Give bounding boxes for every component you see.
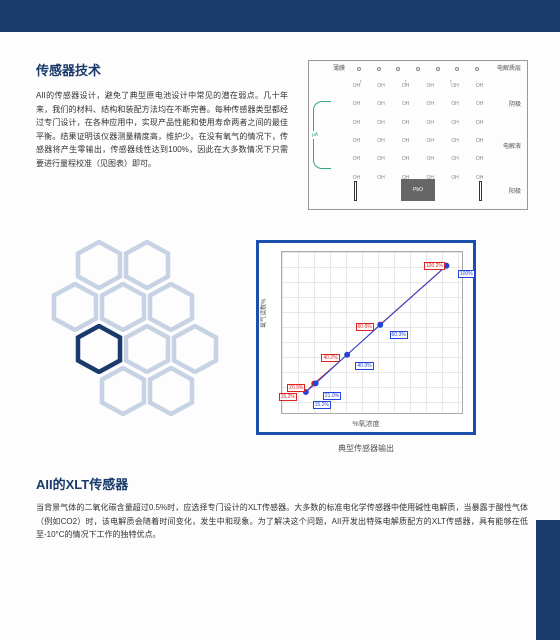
chart-point-label: 40.3% — [355, 362, 373, 370]
chart-point-label: 100% — [458, 270, 475, 278]
section3-title: AII的XLT传感器 — [36, 474, 528, 493]
diagram-label-electrolyte: 电解液 — [503, 141, 521, 150]
pbo-box: PbO — [401, 179, 435, 201]
electrode-right — [479, 181, 482, 201]
section1-text: 传感器技术 AII的传感器设计，避免了典型原电池设计中常见的潜在弱点。几十年来，… — [36, 60, 288, 210]
hex-light-icon — [98, 366, 148, 416]
honeycomb-graphic — [36, 240, 236, 435]
chart-point-label: 60.6% — [356, 323, 374, 331]
linearity-chart: 氧气读数% %氧浓度 15.2%20.9%40.2%60.6%100.2%15.… — [256, 240, 476, 435]
right-accent-bar — [536, 520, 560, 640]
section-chart-row: 氧气读数% %氧浓度 15.2%20.9%40.2%60.6%100.2%15.… — [36, 240, 528, 454]
section-sensor-tech: 传感器技术 AII的传感器设计，避免了典型原电池设计中常见的潜在弱点。几十年来，… — [36, 60, 528, 210]
chart-x-axis-label: %氧浓度 — [352, 419, 379, 429]
oh-particle-grid: OHOHOHOHOHOHOHOHOHOHOHOHOHOHOHOHOHOHOHOH… — [344, 77, 492, 187]
electrode-left — [354, 181, 357, 201]
chart-point-label: 15.2% — [279, 393, 297, 401]
current-loop-icon — [313, 101, 331, 169]
chart-point-label: 100.2% — [424, 262, 445, 270]
top-brand-bar — [0, 0, 560, 32]
bubble-row — [349, 67, 487, 71]
chart-column: 氧气读数% %氧浓度 15.2%20.9%40.2%60.6%100.2%15.… — [256, 240, 476, 454]
chart-point-label: 21.0% — [323, 392, 341, 400]
diagram-label-anode: 阳极 — [509, 186, 521, 195]
diagram-label-cathode: 阴极 — [509, 99, 521, 108]
hex-light-icon — [146, 366, 196, 416]
cell-diagram: 薄膜 电解质层 阴极 电解液 阳极 OHOHOHOHOHOHOHOHOHOHOH… — [308, 60, 528, 210]
chart-caption: 典型传感器输出 — [256, 443, 476, 454]
section1-paragraph: AII的传感器设计，避免了典型原电池设计中常见的潜在弱点。几十年来，我们的材料、… — [36, 89, 288, 171]
page-content: 传感器技术 AII的传感器设计，避免了典型原电池设计中常见的潜在弱点。几十年来，… — [0, 32, 560, 542]
section1-title: 传感器技术 — [36, 60, 288, 79]
chart-point-label: 40.2% — [321, 354, 339, 362]
chart-point-label: 15.2% — [313, 401, 331, 409]
chart-y-axis-label: 氧气读数% — [259, 298, 268, 327]
diagram-label-layer: 电解质层 — [497, 63, 521, 72]
diagram-label-membrane: 薄膜 — [333, 63, 345, 72]
chart-point-label: 20.9% — [287, 384, 305, 392]
chart-point-label: 60.3% — [390, 331, 408, 339]
section3-paragraph: 当背景气体的二氧化碳含量超过0.5%时，应选择专门设计的XLT传感器。大多数的标… — [36, 501, 528, 542]
chart-lines — [281, 251, 463, 415]
